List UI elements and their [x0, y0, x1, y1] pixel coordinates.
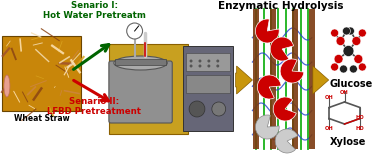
Circle shape [358, 63, 366, 71]
FancyBboxPatch shape [292, 9, 298, 149]
Circle shape [212, 102, 226, 116]
FancyBboxPatch shape [253, 9, 259, 149]
Text: Senario II:
LFBD Pretreatment: Senario II: LFBD Pretreatment [47, 97, 141, 116]
Text: OH: OH [325, 95, 333, 100]
Text: Enzymatic Hydrolysis: Enzymatic Hydrolysis [218, 1, 344, 11]
Circle shape [331, 29, 339, 37]
Wedge shape [275, 129, 298, 153]
Circle shape [216, 65, 219, 68]
Circle shape [216, 59, 219, 62]
Circle shape [189, 101, 205, 117]
Circle shape [358, 29, 366, 37]
Circle shape [208, 59, 211, 62]
Circle shape [336, 37, 345, 45]
FancyBboxPatch shape [186, 75, 230, 93]
Circle shape [349, 65, 357, 73]
Circle shape [198, 59, 201, 62]
Wedge shape [256, 115, 279, 139]
Circle shape [198, 65, 201, 68]
Polygon shape [235, 66, 253, 94]
FancyBboxPatch shape [109, 61, 172, 123]
Circle shape [208, 65, 211, 68]
Text: OH: OH [325, 126, 333, 131]
Circle shape [127, 23, 143, 39]
FancyBboxPatch shape [2, 36, 81, 111]
Ellipse shape [4, 75, 10, 97]
Circle shape [354, 55, 363, 63]
Text: Wheat Straw: Wheat Straw [14, 114, 70, 123]
Text: Xylose: Xylose [330, 137, 367, 147]
Text: OH: OH [340, 90, 349, 94]
Wedge shape [273, 97, 296, 121]
Wedge shape [280, 59, 304, 83]
Circle shape [342, 27, 350, 35]
Circle shape [343, 45, 354, 56]
FancyBboxPatch shape [186, 53, 230, 71]
Text: Senario I:
Hot Water Pretreatm: Senario I: Hot Water Pretreatm [43, 1, 146, 20]
FancyBboxPatch shape [309, 9, 315, 149]
FancyBboxPatch shape [183, 46, 232, 131]
Circle shape [352, 37, 361, 45]
Text: HO: HO [356, 126, 364, 131]
Circle shape [190, 59, 192, 62]
Text: Glucose: Glucose [330, 79, 373, 89]
Circle shape [347, 27, 355, 35]
Wedge shape [270, 37, 294, 61]
Polygon shape [313, 66, 328, 94]
Text: HO: HO [356, 115, 364, 120]
Circle shape [190, 65, 192, 68]
Circle shape [334, 55, 343, 63]
FancyBboxPatch shape [270, 9, 276, 149]
FancyBboxPatch shape [115, 59, 166, 65]
Wedge shape [256, 19, 279, 43]
Wedge shape [257, 75, 281, 99]
Ellipse shape [114, 56, 167, 70]
Circle shape [331, 63, 339, 71]
FancyBboxPatch shape [109, 44, 188, 134]
Circle shape [339, 65, 347, 73]
